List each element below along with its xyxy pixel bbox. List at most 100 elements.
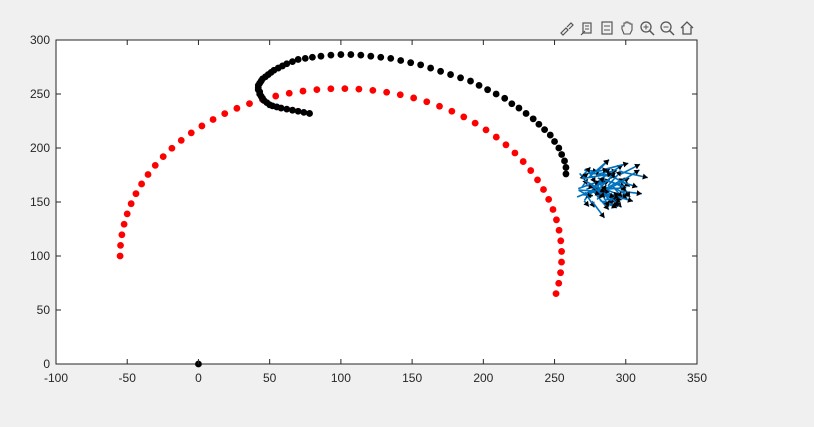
data-point-series-0 <box>534 176 541 184</box>
data-point-series-1 <box>467 77 474 85</box>
data-point-series-0 <box>502 141 510 149</box>
y-tick-label: 250 <box>30 87 50 101</box>
pan-icon[interactable] <box>618 19 636 37</box>
data-point-series-0 <box>519 158 527 165</box>
data-point-series-1 <box>347 51 355 58</box>
quiver-arrow-head <box>604 188 610 195</box>
data-point-series-1 <box>484 86 492 94</box>
zoom-in-icon[interactable] <box>638 19 656 37</box>
data-point-series-0 <box>177 136 185 144</box>
brush-icon[interactable] <box>558 19 576 37</box>
data-point-series-0 <box>410 94 418 102</box>
data-point-series-1 <box>541 126 548 134</box>
x-tick-label: -100 <box>44 371 68 385</box>
data-point-series-0 <box>552 290 560 298</box>
data-point-series-0 <box>557 269 564 277</box>
data-point-series-1 <box>551 138 558 145</box>
data-point-series-1 <box>562 170 570 178</box>
data-point-series-1 <box>522 110 530 117</box>
data-point-series-1 <box>437 67 444 75</box>
x-tick-label: 150 <box>402 371 422 385</box>
data-point-series-0 <box>423 98 431 106</box>
data-point-series-0 <box>492 133 500 141</box>
data-point-series-1 <box>309 53 316 61</box>
data-point-series-0 <box>272 92 280 100</box>
data-point-series-0 <box>527 167 535 174</box>
data-point-series-1 <box>387 54 395 62</box>
y-tick-label: 0 <box>43 357 50 371</box>
data-point-series-1 <box>337 51 345 58</box>
data-point-series-0 <box>448 107 456 115</box>
data-point-series-0 <box>396 91 404 99</box>
data-point-series-1 <box>289 58 296 65</box>
data-point-series-0 <box>120 220 128 228</box>
x-tick-label: 200 <box>473 371 493 385</box>
data-tips-icon[interactable] <box>578 19 596 37</box>
data-point-series-0 <box>159 153 167 161</box>
data-point-series-1 <box>508 100 516 108</box>
data-point-series-1 <box>561 157 568 165</box>
x-tick-label: 300 <box>616 371 636 385</box>
data-point-series-0 <box>545 195 553 203</box>
zoom-out-icon[interactable] <box>658 19 676 37</box>
data-point-series-1 <box>501 94 509 102</box>
quiver-arrows <box>576 158 648 219</box>
scatter-series <box>116 51 570 368</box>
data-point-series-1 <box>377 53 385 61</box>
x-tick-label: 0 <box>195 371 202 385</box>
data-point-series-0 <box>383 88 391 96</box>
data-point-series-1 <box>283 60 291 68</box>
data-point-series-0 <box>198 122 206 130</box>
data-point-series-1 <box>367 52 375 60</box>
quiver-arrow-head <box>633 169 640 176</box>
data-point-series-1 <box>535 120 543 128</box>
quiver-arrow-head <box>627 196 633 203</box>
legend-icon[interactable] <box>598 19 616 37</box>
quiver-arrow-head <box>606 171 613 178</box>
x-tick-label: 350 <box>687 371 707 385</box>
data-point-series-0 <box>555 226 563 234</box>
quiver-arrow-head <box>602 167 608 174</box>
data-point-series-0 <box>127 200 135 208</box>
y-tick-label: 200 <box>30 141 50 155</box>
quiver-arrow-head <box>620 185 626 192</box>
data-point-series-1 <box>555 144 563 152</box>
data-point-series-0 <box>118 231 126 239</box>
data-point-series-0 <box>299 87 307 95</box>
axes-background <box>55 39 698 365</box>
data-point-series-0 <box>285 89 293 97</box>
quiver-arrow-head <box>590 176 596 183</box>
quiver-arrow-head <box>636 190 642 197</box>
data-point-series-0 <box>341 85 349 93</box>
data-point-series-1 <box>317 52 325 60</box>
data-point-series-0 <box>117 241 124 249</box>
quiver-arrow-head <box>613 191 620 198</box>
data-point-series-0 <box>246 100 253 108</box>
quiver-arrow-head <box>613 200 620 206</box>
data-point-series-1 <box>357 51 365 59</box>
quiver-arrow-head <box>599 212 605 218</box>
data-point-series-0 <box>138 180 145 188</box>
quiver-arrow-head <box>634 163 640 170</box>
data-point-series-0 <box>553 216 560 224</box>
home-icon[interactable] <box>678 19 696 37</box>
data-point-series-1 <box>289 106 296 114</box>
quiver-arrow <box>582 172 613 180</box>
y-axis-ticks: 0 50 100 150 200 250 300 <box>30 33 697 371</box>
quiver-arrow-head <box>603 159 609 166</box>
data-point-series-0 <box>151 161 159 169</box>
quiver-arrow-head <box>584 167 591 174</box>
quiver-arrow-head <box>583 200 589 207</box>
data-point-series-1 <box>558 151 566 158</box>
data-point-series-1 <box>283 105 291 113</box>
data-point-series-0 <box>327 85 335 93</box>
data-point-series-0 <box>116 252 124 260</box>
data-point-series-0 <box>540 186 547 193</box>
data-point-series-0 <box>460 113 468 121</box>
x-tick-label: -50 <box>119 371 137 385</box>
data-point-series-1 <box>301 54 309 62</box>
quiver-arrow-head <box>582 178 588 185</box>
data-point-series-1 <box>515 104 523 112</box>
data-point-series-0 <box>482 126 490 134</box>
